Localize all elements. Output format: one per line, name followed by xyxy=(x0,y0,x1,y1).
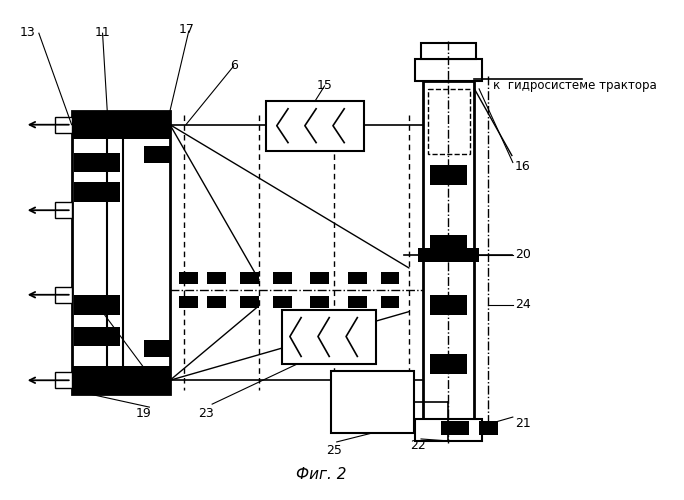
Text: Фиг. 2: Фиг. 2 xyxy=(296,466,347,481)
Bar xyxy=(73,152,120,172)
Bar xyxy=(423,81,475,419)
Bar xyxy=(415,59,482,81)
Bar xyxy=(73,182,120,203)
Bar xyxy=(72,111,170,394)
Text: 22: 22 xyxy=(410,439,426,452)
Text: 16: 16 xyxy=(514,160,531,173)
Bar xyxy=(73,326,120,346)
Bar xyxy=(428,89,470,154)
Bar xyxy=(72,366,170,394)
Text: 15: 15 xyxy=(317,79,332,92)
Bar xyxy=(415,419,482,441)
Text: 21: 21 xyxy=(514,417,531,430)
Bar xyxy=(381,272,399,284)
Bar xyxy=(240,272,259,284)
Bar xyxy=(207,272,226,284)
Bar xyxy=(55,287,72,302)
Bar xyxy=(479,421,498,435)
Bar xyxy=(179,272,198,284)
Bar xyxy=(207,296,226,308)
Text: 17: 17 xyxy=(179,24,195,36)
Bar xyxy=(418,248,479,262)
Bar xyxy=(311,272,329,284)
Bar xyxy=(348,296,367,308)
Bar xyxy=(381,296,399,308)
Bar xyxy=(421,43,476,59)
Text: 25: 25 xyxy=(326,444,342,457)
Text: к  гидросистеме трактора: к гидросистеме трактора xyxy=(493,79,657,92)
Bar xyxy=(144,340,170,357)
Bar xyxy=(179,296,198,308)
Bar xyxy=(273,272,292,284)
Text: 23: 23 xyxy=(198,407,213,420)
Bar xyxy=(311,296,329,308)
Bar xyxy=(265,101,364,150)
Bar xyxy=(331,372,414,433)
Bar xyxy=(430,235,467,255)
Bar xyxy=(55,372,72,388)
Bar xyxy=(430,354,467,374)
Bar xyxy=(73,294,120,314)
Bar xyxy=(430,166,467,186)
Bar xyxy=(273,296,292,308)
Bar xyxy=(55,116,72,132)
Text: 13: 13 xyxy=(20,26,36,40)
Text: 24: 24 xyxy=(514,298,531,310)
Text: 6: 6 xyxy=(230,59,237,72)
Bar xyxy=(282,310,376,364)
Bar xyxy=(240,296,259,308)
Bar xyxy=(430,294,467,314)
Bar xyxy=(72,111,170,138)
Bar xyxy=(440,421,469,435)
Text: 18: 18 xyxy=(136,370,152,382)
Bar xyxy=(144,146,170,164)
Text: 11: 11 xyxy=(94,26,110,40)
Bar xyxy=(55,202,72,218)
Text: 20: 20 xyxy=(514,248,531,261)
Bar xyxy=(348,272,367,284)
Text: 19: 19 xyxy=(136,407,152,420)
